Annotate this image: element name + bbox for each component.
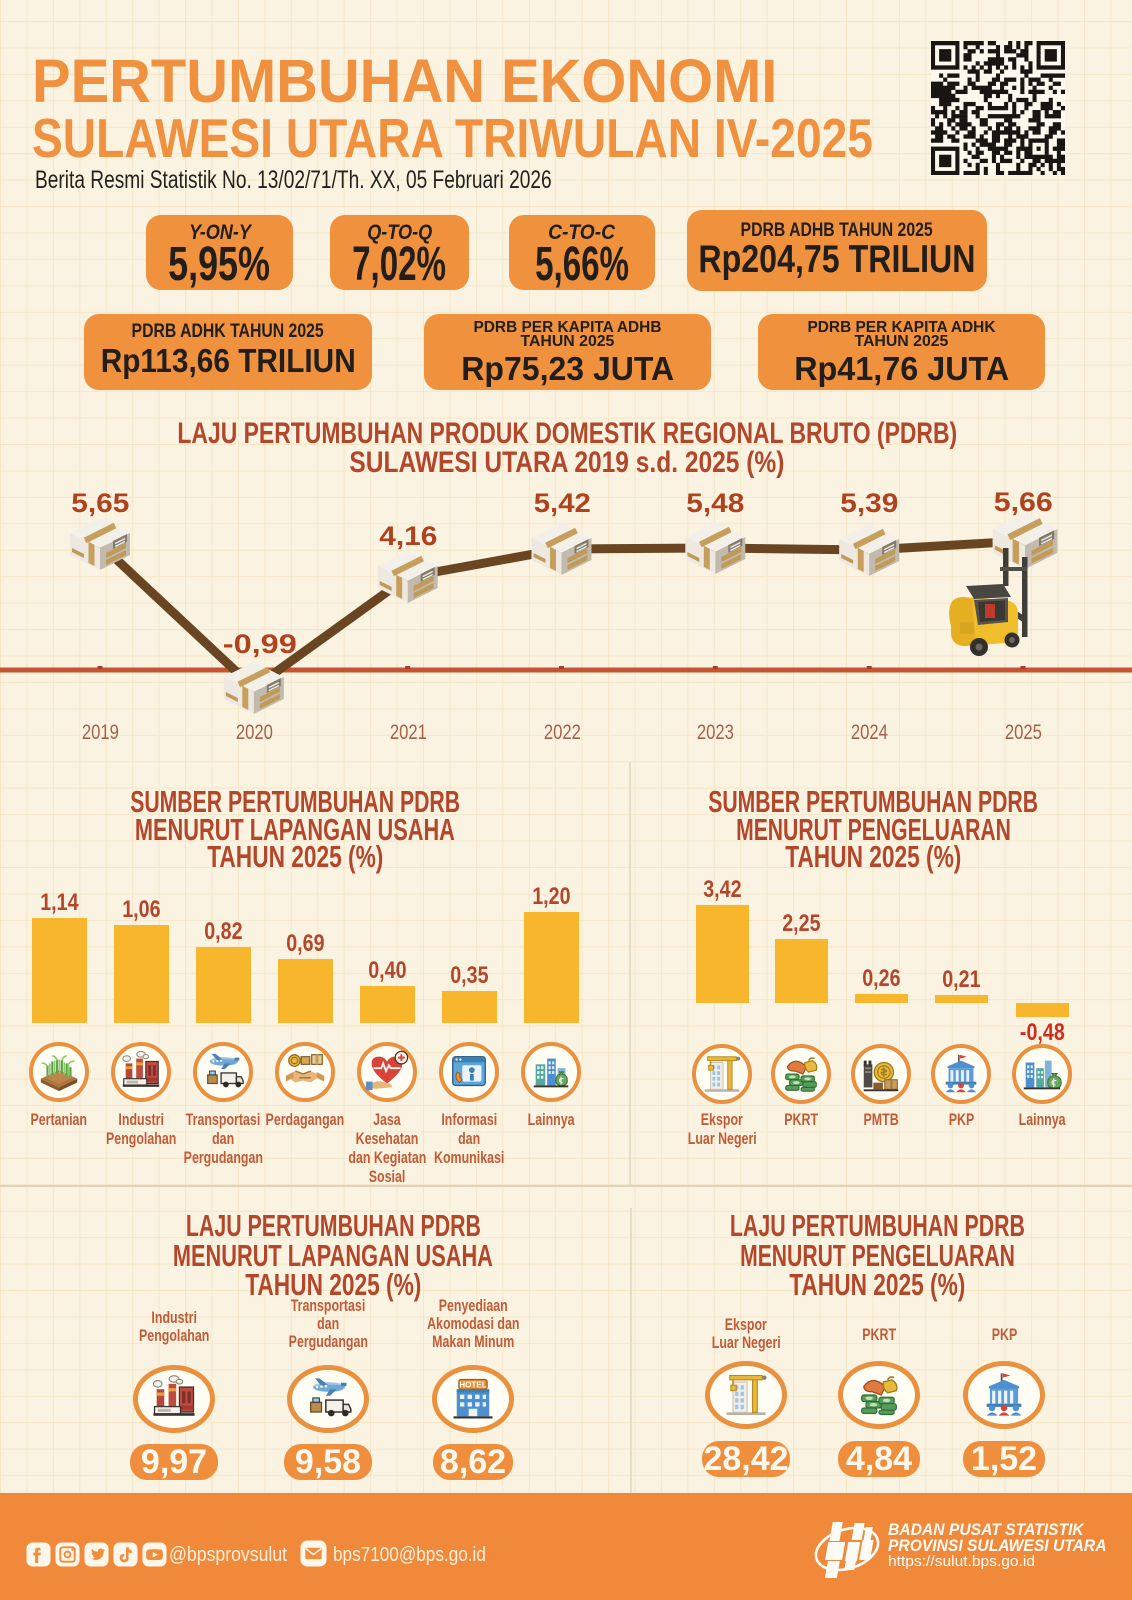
- svg-text:HOTEL: HOTEL: [459, 1380, 487, 1389]
